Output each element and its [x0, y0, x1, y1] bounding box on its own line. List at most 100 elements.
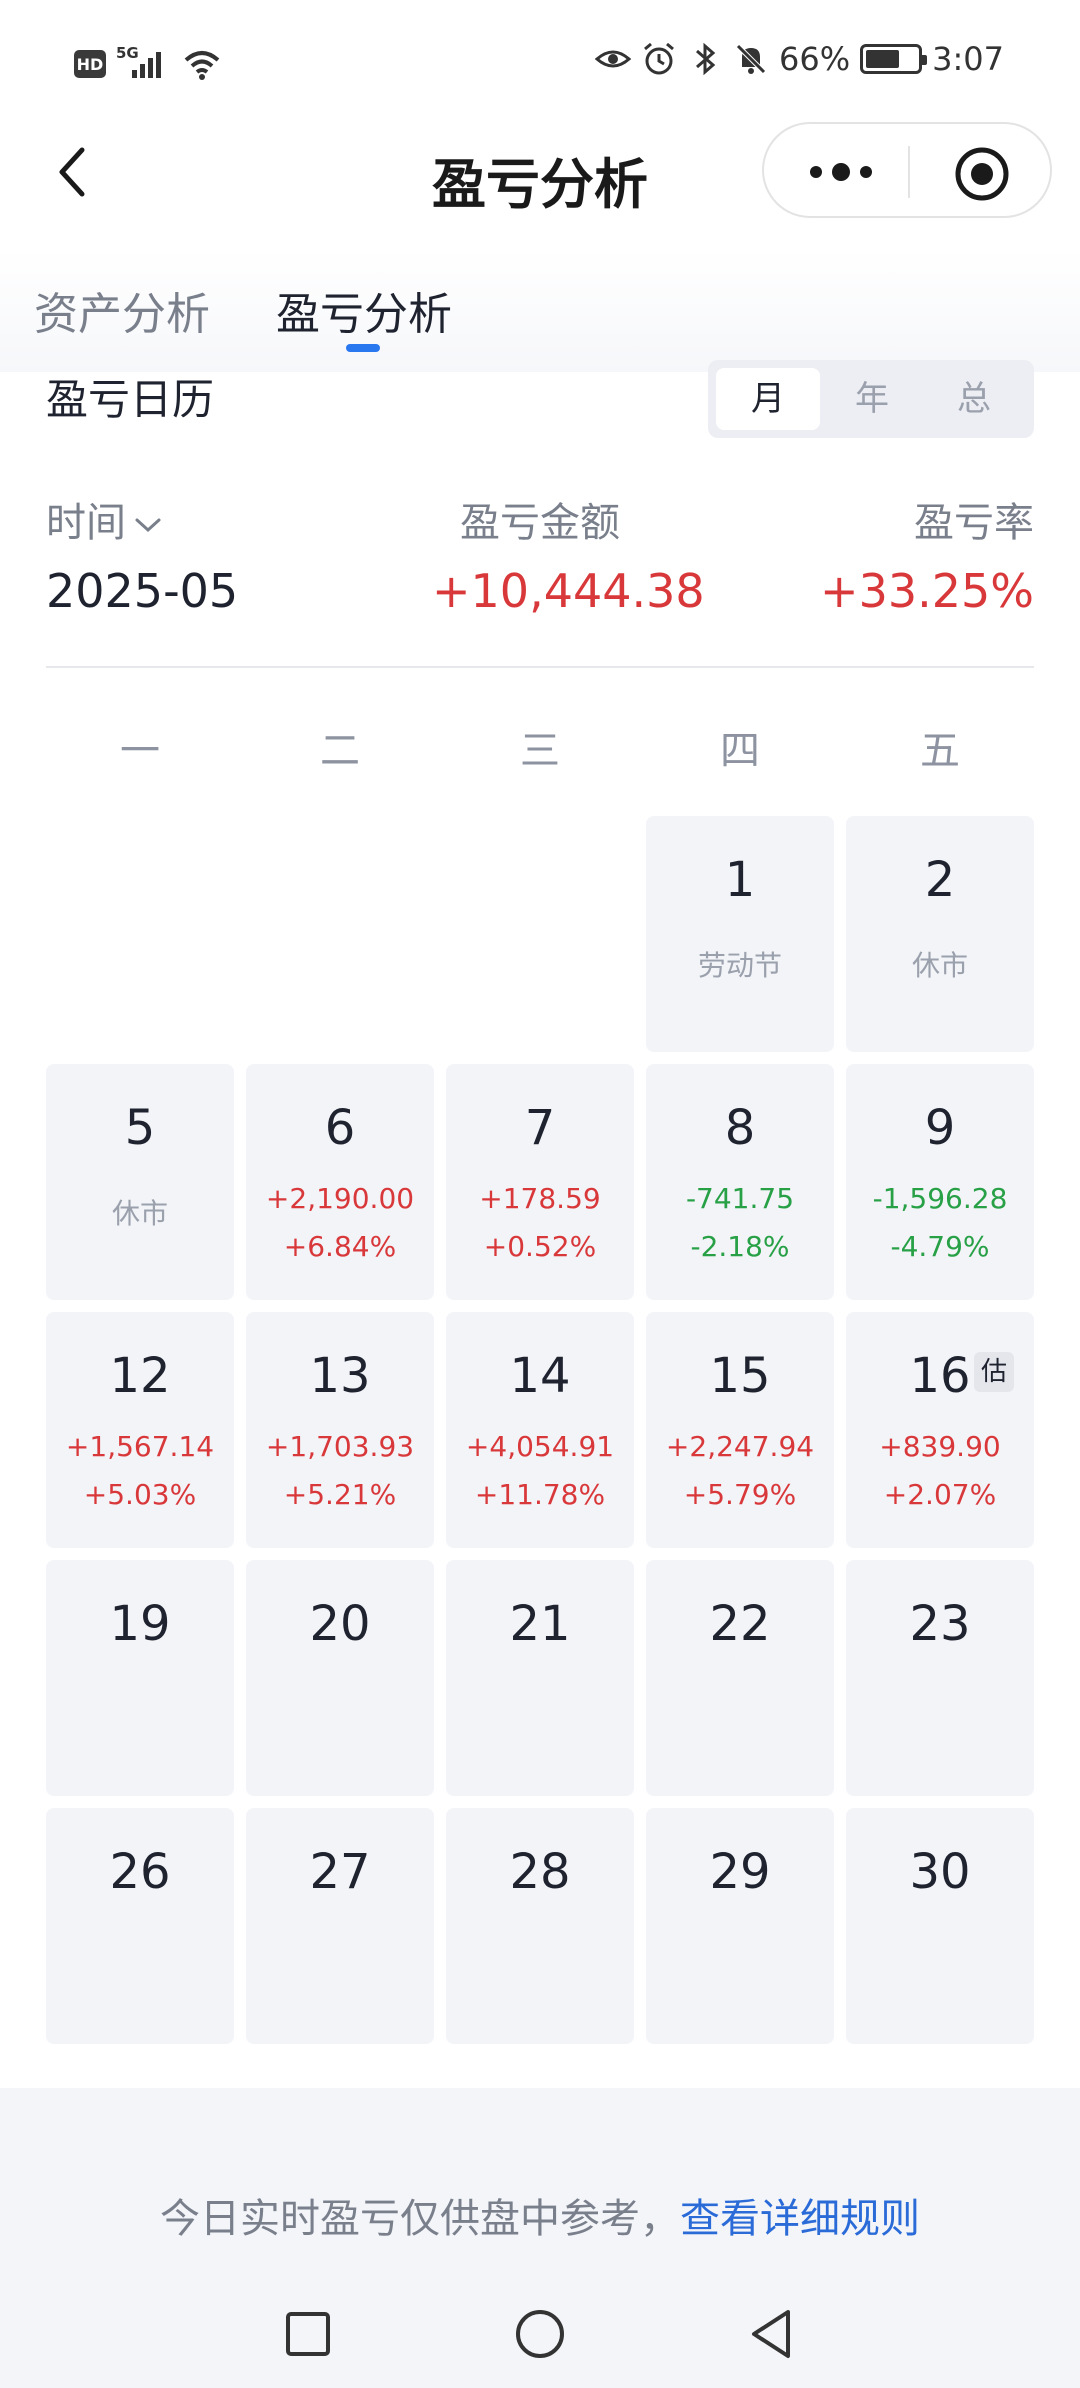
- status-left: HD 5G: [74, 44, 222, 84]
- day-pnl-rate: -2.18%: [690, 1230, 790, 1263]
- day-note: 休市: [111, 1197, 168, 1230]
- day-number: 14: [509, 1348, 571, 1404]
- tab-bar: 资产分析 盈亏分析: [0, 248, 1080, 372]
- day-number: 8: [724, 1100, 756, 1156]
- miniapp-capsule: [762, 122, 1052, 218]
- day-number: 16: [909, 1348, 971, 1404]
- day-pnl-rate: +5.79%: [683, 1478, 797, 1511]
- weekday-tue: 二: [320, 728, 360, 774]
- day-cell[interactable]: 7 +178.59 +0.52%: [446, 1064, 634, 1300]
- day-cell[interactable]: 22: [646, 1560, 834, 1796]
- day-cell[interactable]: 15 +2,247.94 +5.79%: [646, 1312, 834, 1548]
- day-cell[interactable]: 1 劳动节: [646, 816, 834, 1052]
- day-number: 20: [309, 1596, 371, 1652]
- more-dots-icon[interactable]: [806, 160, 876, 184]
- day-cell[interactable]: 5 休市: [46, 1064, 234, 1300]
- day-pnl-rate: -4.79%: [890, 1230, 990, 1263]
- day-cell[interactable]: 23: [846, 1560, 1034, 1796]
- recent-apps-icon[interactable]: [280, 2306, 336, 2362]
- hd-badge: HD: [74, 50, 106, 78]
- day-pnl-amount: +1,703.93: [265, 1430, 415, 1463]
- day-pnl-rate: +5.03%: [83, 1478, 197, 1511]
- system-nav-bar: [0, 2278, 1080, 2388]
- back-nav-icon[interactable]: [744, 2306, 800, 2362]
- day-number: 12: [109, 1348, 171, 1404]
- day-cell[interactable]: 26: [46, 1808, 234, 2044]
- home-icon[interactable]: [512, 2306, 568, 2362]
- day-number: 29: [709, 1844, 771, 1900]
- day-number: 6: [324, 1100, 356, 1156]
- battery-icon: [860, 44, 928, 74]
- clock: 3:07: [932, 40, 1004, 78]
- wifi-icon: [184, 51, 220, 80]
- day-cell[interactable]: 30: [846, 1808, 1034, 2044]
- day-number: 2: [924, 852, 956, 908]
- day-cell[interactable]: 13 +1,703.93 +5.21%: [246, 1312, 434, 1548]
- day-cell[interactable]: 27: [246, 1808, 434, 2044]
- day-pnl-amount: +839.90: [879, 1430, 1001, 1463]
- day-cell[interactable]: 6 +2,190.00 +6.84%: [246, 1064, 434, 1300]
- day-number: 13: [309, 1348, 371, 1404]
- day-cell[interactable]: 28: [446, 1808, 634, 2044]
- day-number: 15: [709, 1348, 771, 1404]
- day-pnl-rate: +6.84%: [283, 1230, 397, 1263]
- day-number: 5: [124, 1100, 156, 1156]
- day-pnl-amount: -741.75: [685, 1182, 795, 1215]
- day-number: 1: [724, 852, 756, 908]
- day-number: 19: [109, 1596, 171, 1652]
- day-number: 7: [524, 1100, 556, 1156]
- day-pnl-amount: +2,247.94: [665, 1430, 815, 1463]
- segment-total[interactable]: 总: [957, 379, 991, 419]
- day-cell[interactable]: 12 +1,567.14 +5.03%: [46, 1312, 234, 1548]
- day-cell[interactable]: 8 -741.75 -2.18%: [646, 1064, 834, 1300]
- weekday-fri: 五: [920, 728, 960, 774]
- footer-text: 今日实时盈亏仅供盘中参考，查看详细规则: [0, 2186, 1080, 2244]
- footer-notice: 今日实时盈亏仅供盘中参考，查看详细规则: [0, 2088, 1080, 2388]
- chevron-left-icon[interactable]: [44, 142, 104, 202]
- day-cell[interactable]: 14 +4,054.91 +11.78%: [446, 1312, 634, 1548]
- status-right: 66% 3:07: [595, 40, 1004, 78]
- day-pnl-rate: +0.52%: [483, 1230, 597, 1263]
- day-cell[interactable]: 19: [46, 1560, 234, 1796]
- day-number: 21: [509, 1596, 571, 1652]
- day-number: 9: [924, 1100, 956, 1156]
- segment-month[interactable]: 月: [716, 368, 820, 430]
- day-cell[interactable]: 2 休市: [846, 816, 1034, 1052]
- day-number: 26: [109, 1844, 171, 1900]
- day-number: 22: [709, 1596, 771, 1652]
- total-rate: +33.25%: [820, 564, 1034, 618]
- target-icon[interactable]: [954, 146, 1010, 202]
- weekday-wed: 三: [520, 728, 560, 774]
- weekday-thu: 四: [720, 728, 760, 774]
- day-cell[interactable]: 20: [246, 1560, 434, 1796]
- day-cell[interactable]: 9 -1,596.28 -4.79%: [846, 1064, 1034, 1300]
- bluetooth-icon: [696, 42, 716, 76]
- day-number: 23: [909, 1596, 971, 1652]
- nav-bar: 盈亏分析: [0, 120, 1080, 228]
- notice-text: 今日实时盈亏仅供盘中参考，: [160, 2196, 680, 2242]
- capsule-divider: [908, 146, 910, 198]
- segment-year[interactable]: 年: [855, 379, 889, 419]
- tab-active-indicator: [346, 344, 380, 352]
- time-label: 时间: [46, 500, 126, 546]
- day-cell[interactable]: 16 估 +839.90 +2.07%: [846, 1312, 1034, 1548]
- day-pnl-amount: +2,190.00: [265, 1182, 415, 1215]
- network-type: 5G: [116, 44, 139, 62]
- eye-icon: [595, 50, 632, 68]
- day-cell[interactable]: 29: [646, 1808, 834, 2044]
- day-pnl-rate: +2.07%: [883, 1478, 997, 1511]
- rate-label: 盈亏率: [914, 500, 1034, 546]
- time-filter[interactable]: 时间: [46, 490, 162, 548]
- day-number: 30: [909, 1844, 971, 1900]
- day-pnl-rate: +11.78%: [474, 1478, 606, 1511]
- day-note: 休市: [911, 949, 968, 982]
- bell-muted-icon: [736, 44, 766, 74]
- weekday-mon: 一: [120, 728, 160, 774]
- rules-link[interactable]: 查看详细规则: [680, 2196, 920, 2242]
- day-cell[interactable]: 21: [446, 1560, 634, 1796]
- day-pnl-amount: +178.59: [479, 1182, 601, 1215]
- period-value: 2025-05: [46, 564, 239, 618]
- tab-pnl-analysis[interactable]: 盈亏分析: [276, 289, 452, 340]
- day-pnl-amount: +4,054.91: [465, 1430, 615, 1463]
- tab-asset-analysis[interactable]: 资产分析: [34, 289, 210, 340]
